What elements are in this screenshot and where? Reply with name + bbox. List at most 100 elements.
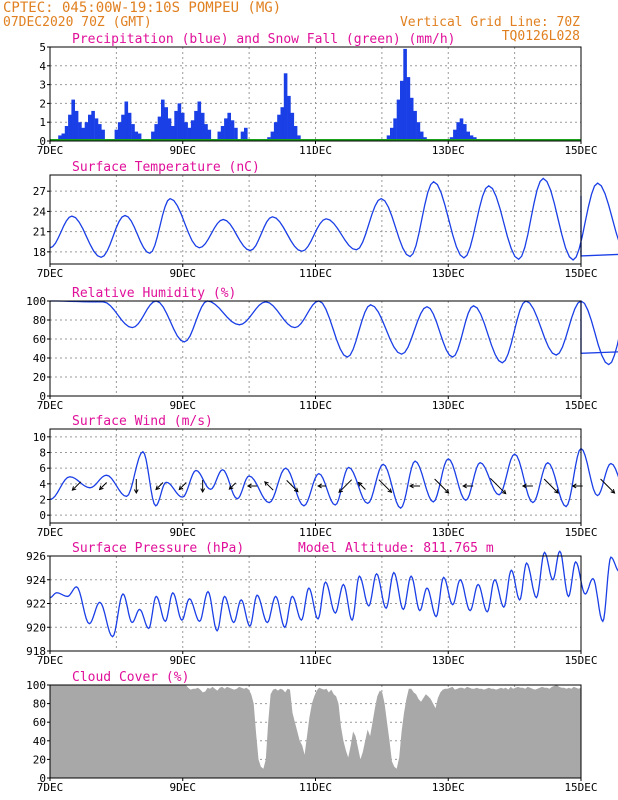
x-tick-label: 11DEC <box>299 654 332 667</box>
precip-bar <box>416 122 421 141</box>
precip-bar <box>287 95 291 141</box>
y-tick-label: 21 <box>33 226 46 239</box>
wind-arrow-head <box>444 489 450 494</box>
precip-bar <box>171 126 175 141</box>
precip-bar <box>187 127 192 141</box>
y-tick-label: 0 <box>39 772 46 785</box>
wind-arrow-shaft <box>286 480 299 492</box>
wind-arrow-head <box>387 488 393 494</box>
x-tick-label: 11DEC <box>299 399 332 412</box>
model-code: TQ0126L028 <box>502 29 580 44</box>
x-tick-label: 13DEC <box>432 267 465 280</box>
wind-arrow <box>246 483 257 489</box>
wind-arrow-head <box>409 483 414 489</box>
x-tick-label: 11DEC <box>299 781 332 794</box>
precip-bar <box>280 107 285 141</box>
precip-bar <box>204 124 208 141</box>
precip-bar <box>68 114 72 141</box>
x-tick-label: 13DEC <box>432 526 465 539</box>
y-tick-label: 60 <box>33 716 46 729</box>
precip-bar <box>114 129 119 141</box>
x-tick-label: 7DEC <box>37 399 64 412</box>
y-tick-label: 100 <box>26 679 46 692</box>
wind-arrow-shaft <box>71 481 82 491</box>
y-tick-label: 918 <box>26 645 46 658</box>
wind-arrow <box>264 481 274 491</box>
y-tick-label: 3 <box>39 79 46 92</box>
precip-bar <box>224 118 228 141</box>
precip-bar <box>167 118 172 141</box>
wind-arrow <box>521 483 533 489</box>
wind-arrow <box>600 478 616 494</box>
precip-bar <box>396 99 401 141</box>
x-tick-label: 11DEC <box>299 144 332 157</box>
y-tick-label: 926 <box>26 550 46 563</box>
pres-panel: Surface Pressure (hPa) Model Altitude: 81… <box>26 541 618 667</box>
x-tick-label: 9DEC <box>170 526 197 539</box>
precip-bar <box>151 131 155 141</box>
wind-arrow-head <box>554 489 559 494</box>
wind-arrow-head <box>293 487 299 493</box>
y-tick-label: 0 <box>39 390 46 403</box>
wind-arrow <box>357 481 366 490</box>
wind-arrow-shaft <box>99 482 107 490</box>
precip-bar <box>290 112 295 141</box>
y-tick-label: 18 <box>33 246 46 259</box>
wind-arrow-head <box>133 489 139 495</box>
wind-arrow-shaft <box>155 482 164 490</box>
x-tick-label: 15DEC <box>564 526 597 539</box>
wind-arrow-shaft <box>489 477 507 495</box>
precip-bar <box>61 133 66 141</box>
precip-bar <box>406 77 411 141</box>
y-tick-label: 27 <box>33 185 46 198</box>
precip-bar <box>283 73 288 141</box>
y-tick-label: 2 <box>39 97 46 110</box>
pres-title: Surface Pressure (hPa) <box>72 541 244 556</box>
precip-bar <box>127 112 132 141</box>
wind-panel: Surface Wind (m/s) 0 2 4 6 8 10 7DEC 9DEC 11DEC 13… <box>33 414 618 539</box>
precip-bar <box>244 127 248 141</box>
precip-bar <box>154 124 158 141</box>
wind-arrow-shaft <box>229 482 237 490</box>
temp-series-line <box>49 177 618 261</box>
x-tick-label: 9DEC <box>170 781 197 794</box>
wind-arrow-shaft <box>434 478 449 494</box>
precip-bar <box>413 110 417 141</box>
wind-arrow <box>489 477 507 495</box>
y-tick-label: 20 <box>33 371 46 384</box>
precip-bar <box>459 118 464 141</box>
wind-arrow-shaft <box>543 478 559 494</box>
temp-title: Surface Temperature (nC) <box>72 160 260 175</box>
cloud-panel: Cloud Cover (%) 0 20 40 60 80 100 7DEC 9DEC 11DEC… <box>26 670 597 794</box>
x-tick-label: 7DEC <box>37 526 64 539</box>
wind-arrow-head <box>501 489 507 495</box>
precip-bar <box>469 135 474 141</box>
y-tick-label: 20 <box>33 753 46 766</box>
temp-panel: Surface Temperature (nC) 18 21 24 27 7DEC 9DEC… <box>33 160 618 280</box>
precip-bar <box>456 122 460 141</box>
wind-arrow <box>462 483 474 489</box>
precip-bar <box>400 80 404 141</box>
y-tick-label: 40 <box>33 735 46 748</box>
x-tick-label: 15DEC <box>564 144 597 157</box>
precip-bar <box>157 116 162 141</box>
wind-arrow <box>200 480 206 494</box>
wind-arrow-shaft <box>358 482 366 490</box>
pres-series-line <box>49 550 618 638</box>
precip-bar <box>71 99 75 141</box>
wind-arrow <box>286 480 299 493</box>
precip-bar <box>293 126 298 141</box>
x-tick-label: 9DEC <box>170 267 197 280</box>
wind-arrow-shaft <box>264 481 274 491</box>
precip-bar <box>98 124 102 141</box>
y-tick-label: 8 <box>39 447 46 460</box>
precip-bar <box>227 112 231 141</box>
precip-bar <box>177 103 182 141</box>
precip-bar <box>453 129 457 141</box>
y-tick-label: 0 <box>39 509 46 522</box>
x-tick-label: 9DEC <box>170 144 197 157</box>
precip-bar <box>94 118 99 141</box>
y-tick-label: 920 <box>26 621 46 634</box>
station-header: CPTEC: 045:00W-19:10S POMPEU (MG) <box>3 0 281 16</box>
